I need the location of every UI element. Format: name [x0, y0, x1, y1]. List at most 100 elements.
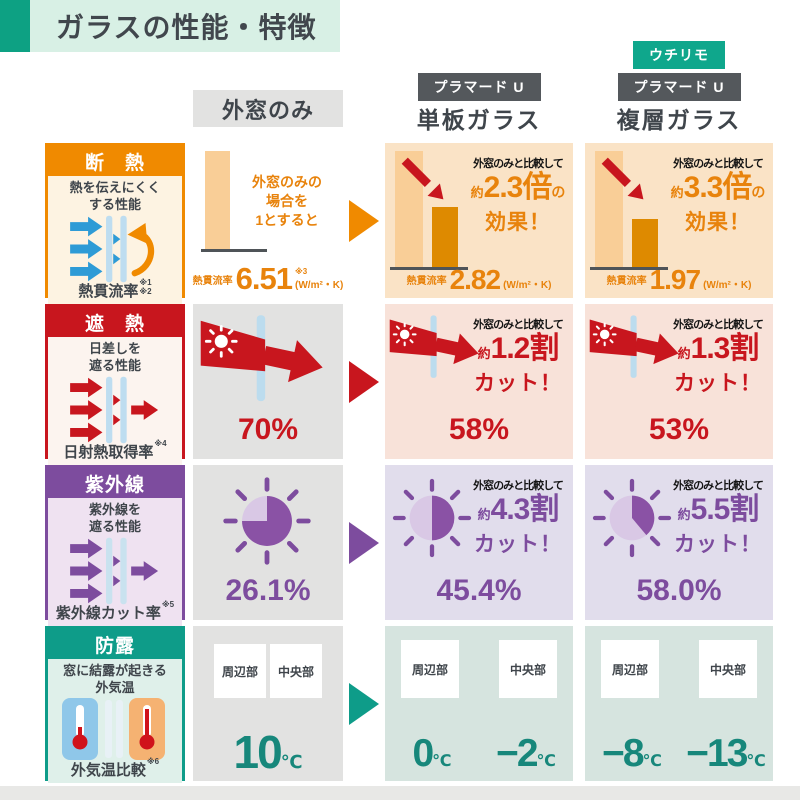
comparison-rows: 断 熱 熱を伝えにくく する性能 [45, 143, 773, 787]
cut-label: カット！ [674, 533, 762, 556]
cell-dew-outer: 周辺部 中央部 10℃ [193, 626, 343, 781]
uchirimo-badge: ウチリモ [633, 41, 725, 70]
plamade-u-badge: プラマード U [417, 73, 541, 102]
compare-lead: 外窓のみと比較して [473, 319, 564, 331]
temp-number: 0 [412, 731, 434, 775]
temp-unit: ℃ [280, 751, 303, 772]
thermometer-compare-icon [62, 697, 165, 760]
effect-label: 効果！ [485, 211, 551, 234]
bar-short [632, 219, 658, 267]
approx: 約 [677, 346, 691, 361]
u-value-line: 熱貫流率 1.97 (W/m²・K) [585, 264, 773, 296]
temp-number: 10 [233, 725, 283, 778]
cell-uv-outer: 26.1% [193, 465, 343, 620]
column-gap [573, 304, 585, 459]
uv-cut-value: 26.1% [225, 574, 311, 607]
heat-shield-label-box: 遮 熱 日差しを 遮る性能 [45, 304, 185, 465]
u-unit: (W/m²・K) [703, 280, 752, 291]
cell-dew-double: 周辺部 中央部 −8℃ −13℃ [585, 626, 773, 781]
column-gap [573, 143, 585, 298]
arrow-cell [343, 143, 385, 298]
arrow-cell [343, 626, 385, 781]
zone-peripheral: 周辺部 [214, 644, 266, 698]
sun-pie-icon [392, 478, 472, 558]
right-arrow-icon [349, 199, 379, 242]
compare-lead: 外窓のみと比較して [473, 158, 564, 170]
u-unit: (W/m²・K) [295, 280, 344, 291]
u-unit: (W/m²・K) [503, 280, 552, 291]
page-title-text: ガラスの性能・特徴 [56, 12, 317, 43]
outer-baseline-note: 外窓のみの 場合を 1とすると [252, 174, 322, 228]
multiplier: 2.3倍 [483, 171, 553, 204]
insulation-label-body: 熱を伝えにくく する性能 熱貫 [48, 176, 182, 307]
temp-number: −8 [602, 731, 644, 775]
compare-main: 約1.2割 [465, 334, 571, 364]
cell-insulation-double: 外窓のみと比較して 約3.3倍の 効果！ 熱貫流率 1.97 (W/m²・K) [585, 143, 773, 298]
u-value-label: 熱貫流率 [406, 276, 447, 287]
dew-metric: 外気温比較※6 [71, 757, 159, 778]
row-dew: 防露 窓に結露が起きる 外気温 外気温 [45, 626, 773, 783]
temp-unit: ℃ [432, 752, 452, 770]
insulation-desc: 熱を伝えにくく する性能 [69, 180, 161, 212]
temperature-value-peripheral: −8℃ [585, 734, 679, 773]
compare-block: 外窓のみと比較して 約4.3割 カット！ [465, 477, 571, 558]
uv-label-box: 紫外線 紫外線を 遮る性能 [45, 465, 185, 626]
heat-shield-label-body: 日差しを 遮る性能 日射熱取得率※4 [48, 337, 182, 465]
cell-uv-double: 外窓のみと比較して 約5.5割 カット！ 58.0% [585, 465, 773, 620]
decline-arrow-icon [401, 157, 444, 200]
bar-outer-tall [205, 151, 230, 249]
title-accent-block [0, 0, 30, 52]
heat-shield-metric: 日射熱取得率※4 [63, 439, 166, 460]
dew-metric-refs: ※6 [146, 756, 160, 766]
cell-dew-single: 周辺部 中央部 0℃ −2℃ [385, 626, 573, 781]
dew-label-box: 防露 窓に結露が起きる 外気温 外気温 [45, 626, 185, 783]
tail: の [551, 184, 566, 200]
compare-main: 約4.3割 [465, 495, 571, 525]
right-arrow-icon [349, 682, 379, 725]
compare-lead: 外窓のみと比較して [673, 319, 764, 331]
uv-label-body: 紫外線を 遮る性能 紫外線カット率※5 [48, 498, 182, 626]
cell-insulation-single: 外窓のみと比較して 約2.3倍の 効果！ 熱貫流率 2.82 (W/m²・K) [385, 143, 573, 298]
sun-arrow-icon [389, 315, 479, 378]
header-double-glass: ウチリモ プラマード U 複層ガラス [585, 41, 773, 135]
bar-baseline [390, 267, 468, 270]
heat-shield-desc: 日差しを 遮る性能 [88, 341, 141, 373]
arrow-cell [343, 465, 385, 620]
dew-title: 防露 [48, 629, 182, 659]
temp-unit: ℃ [536, 752, 556, 770]
tail: の [751, 184, 766, 200]
compare-main: 約2.3倍の [465, 173, 571, 203]
compare-main: 約3.3倍の [665, 173, 771, 203]
compare-main: 約1.3割 [665, 334, 771, 364]
row-insulation: 断 熱 熱を伝えにくく する性能 [45, 143, 773, 307]
row-heat-shield: 遮 熱 日差しを 遮る性能 [45, 304, 773, 465]
page-title-bar: ガラスの性能・特徴 [0, 0, 341, 52]
temp-number: −13 [686, 731, 748, 775]
cut-label: カット！ [674, 372, 762, 395]
compare-block: 外窓のみと比較して 約1.3割 カット！ [665, 316, 771, 397]
sun-arrow-icon [200, 315, 323, 402]
heat-shield-metric-refs: ※4 [154, 438, 167, 448]
temp-unit: ℃ [746, 752, 766, 770]
heat-gain-value: 58% [448, 413, 510, 446]
insulation-metric-text: 熱貫流率 [78, 282, 139, 300]
temperature-value-center: −13℃ [679, 734, 773, 773]
cell-heat-single: 外窓のみと比較して 約1.2割 カット！ 58% [385, 304, 573, 459]
header-single-glass: プラマード U 単板ガラス [385, 73, 573, 135]
u-ref: ※3 [295, 267, 308, 276]
uv-desc: 紫外線を 遮る性能 [88, 502, 141, 534]
cut-label: カット！ [474, 533, 562, 556]
right-arrow-icon [349, 360, 379, 403]
uv-cut-value: 45.4% [436, 574, 522, 607]
u-unit-wrap: (W/m²・K) [703, 276, 751, 291]
sun-block-icon [70, 376, 159, 443]
u-value-line: 熱貫流率 2.82 (W/m²・K) [385, 266, 573, 294]
bar-short [432, 207, 458, 267]
u-value: 1.97 [649, 264, 701, 296]
temperature-value-center: −2℃ [479, 734, 573, 773]
bottom-divider [0, 786, 800, 800]
insulation-metric-refs: ※1 ※2 [139, 277, 152, 296]
uv-metric-text: 紫外線カット率 [55, 604, 161, 622]
compare-block: 外窓のみと比較して 約2.3倍の 効果！ [465, 155, 571, 236]
